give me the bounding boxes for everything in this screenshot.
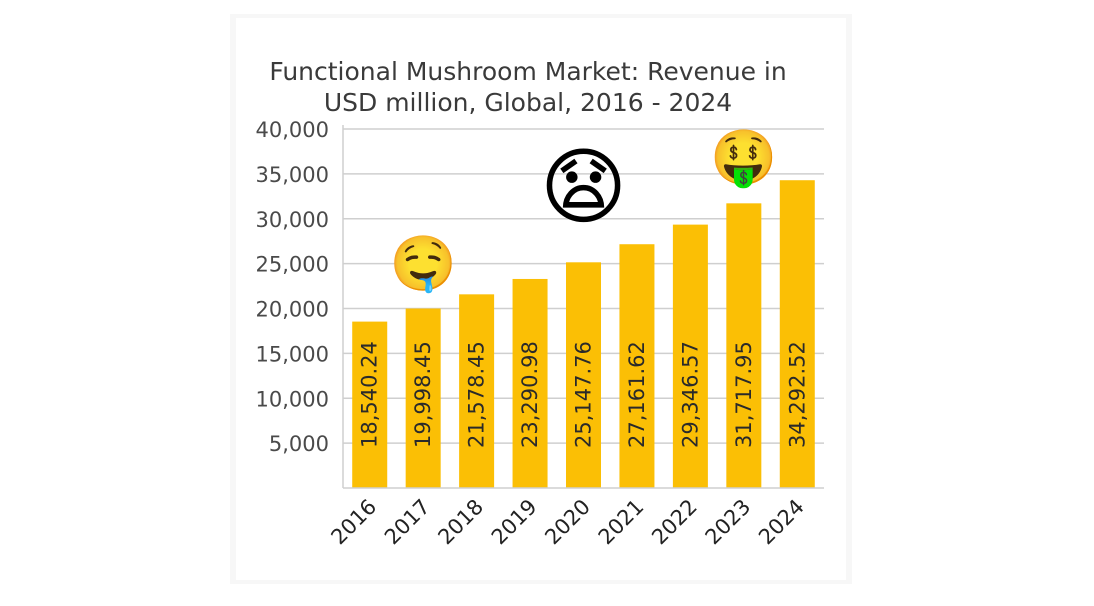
bar-2016 xyxy=(352,321,388,488)
bar-2021 xyxy=(619,244,655,488)
x-tick-label-2021: 2021 xyxy=(594,495,649,550)
x-tick-label-2017: 2017 xyxy=(380,495,435,550)
data-labels: 18,540.24 19,998.45 21,578.45 23,290.98 25,1… xyxy=(358,341,810,448)
data-label-2018: 21,578.45 xyxy=(465,341,489,448)
x-tick-label-2024: 2024 xyxy=(754,495,809,550)
x-tick-label-2020: 2020 xyxy=(540,495,595,550)
data-label-2016: 18,540.24 xyxy=(358,341,382,448)
data-label-2017: 19,998.45 xyxy=(411,341,435,448)
bar-2023 xyxy=(726,203,762,488)
bars xyxy=(352,180,815,488)
drooling-face-emoji: 🤤 xyxy=(390,232,457,295)
y-tick-label: 35,000 xyxy=(256,163,329,187)
x-tick-label-2022: 2022 xyxy=(647,495,702,550)
chart-title-line-2: USD million, Global, 2016 - 2024 xyxy=(324,88,732,117)
data-label-2023: 31,717.95 xyxy=(732,341,756,448)
data-label-2019: 23,290.98 xyxy=(518,341,542,448)
chart-title-line-1: Functional Mushroom Market: Revenue in xyxy=(269,57,786,86)
x-tick-label-2019: 2019 xyxy=(487,495,542,550)
bar-2018 xyxy=(459,294,495,488)
bar-2019 xyxy=(512,278,548,488)
y-tick-label: 20,000 xyxy=(256,298,329,322)
emoji-decorations: 🤤 😧 🤑 xyxy=(390,126,778,295)
bar-2020 xyxy=(566,262,601,488)
y-tick-label: 40,000 xyxy=(256,118,329,142)
bar-2022 xyxy=(672,224,708,488)
y-tick-label: 15,000 xyxy=(256,342,329,366)
x-tick-label-2023: 2023 xyxy=(701,495,756,550)
y-tick-label: 30,000 xyxy=(256,208,329,232)
anguished-face-emoji: 😧 xyxy=(540,138,628,236)
data-label-2021: 27,161.62 xyxy=(625,341,649,448)
x-tick-label-2016: 2016 xyxy=(326,495,381,550)
bar-2017 xyxy=(405,308,441,488)
data-label-2022: 29,346.57 xyxy=(678,341,702,448)
data-label-2024: 34,292.52 xyxy=(785,341,809,448)
x-tick-label-2018: 2018 xyxy=(433,495,488,550)
y-tick-label: 10,000 xyxy=(256,387,329,411)
data-label-2020: 25,147.76 xyxy=(572,341,596,448)
y-tick-label: 5,000 xyxy=(269,432,329,456)
y-tick-label: 25,000 xyxy=(256,253,329,277)
bar-2024 xyxy=(779,180,815,488)
money-mouth-face-emoji: 🤑 xyxy=(710,126,777,190)
